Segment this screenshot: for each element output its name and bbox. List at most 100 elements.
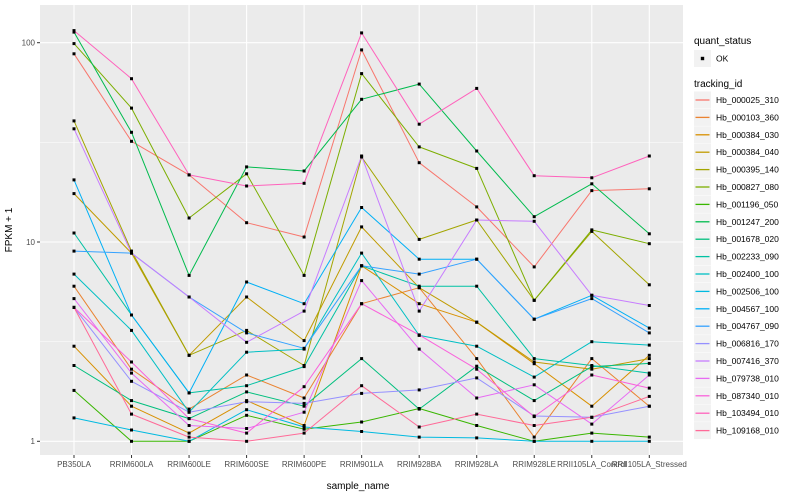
data-point bbox=[72, 284, 76, 288]
data-point bbox=[245, 340, 249, 344]
data-point bbox=[360, 251, 364, 255]
data-point bbox=[475, 344, 479, 348]
data-point bbox=[130, 313, 133, 317]
data-point bbox=[475, 320, 479, 324]
legend-item-label: Hb_000384_040 bbox=[716, 147, 779, 157]
data-point bbox=[647, 439, 651, 443]
data-point bbox=[360, 384, 364, 388]
data-point bbox=[130, 360, 133, 364]
data-point bbox=[302, 385, 306, 389]
legend-tracking-id-title: tracking_id bbox=[694, 79, 742, 90]
data-point bbox=[417, 435, 421, 439]
y-axis-title: FPKM + 1 bbox=[4, 207, 15, 252]
data-point bbox=[590, 364, 594, 367]
data-point bbox=[475, 376, 479, 380]
data-point bbox=[245, 350, 249, 354]
data-point bbox=[590, 340, 594, 344]
data-point bbox=[647, 371, 651, 375]
data-point bbox=[187, 410, 191, 414]
legend-item: Hb_103494_010 bbox=[694, 404, 779, 422]
data-point bbox=[417, 145, 421, 149]
data-point bbox=[187, 417, 191, 421]
data-point bbox=[130, 399, 133, 403]
data-point bbox=[532, 439, 536, 443]
data-point bbox=[187, 273, 191, 277]
data-point bbox=[72, 272, 76, 276]
legend-item: Hb_000103_360 bbox=[694, 108, 779, 126]
data-point bbox=[532, 357, 536, 361]
data-point bbox=[130, 412, 133, 416]
data-point bbox=[302, 427, 306, 431]
data-point bbox=[245, 384, 249, 388]
legend-item-label: Hb_000025_310 bbox=[716, 95, 779, 105]
legend-item-label: Hb_001247_200 bbox=[716, 217, 779, 227]
data-point bbox=[245, 331, 249, 335]
data-point bbox=[590, 297, 594, 301]
x-tick-label: RRIM600LE bbox=[167, 460, 211, 469]
data-point bbox=[532, 362, 536, 366]
legend-item: Hb_001247_200 bbox=[694, 213, 779, 231]
data-point bbox=[532, 424, 536, 427]
data-point bbox=[130, 439, 133, 443]
data-point bbox=[360, 430, 364, 433]
data-point bbox=[647, 361, 651, 365]
data-point bbox=[475, 364, 479, 368]
data-point bbox=[72, 119, 76, 123]
legend-item: Hb_000395_140 bbox=[694, 161, 779, 179]
data-point bbox=[302, 431, 306, 435]
legend-item: Hb_002233_090 bbox=[694, 248, 779, 266]
data-point bbox=[360, 391, 364, 395]
data-point bbox=[302, 404, 306, 408]
data-point bbox=[590, 293, 594, 297]
data-point bbox=[245, 184, 249, 188]
legend-item: Hb_087340_010 bbox=[694, 387, 779, 405]
data-point bbox=[475, 218, 479, 222]
data-point bbox=[475, 367, 479, 371]
legend-quant-status-title: quant_status bbox=[694, 36, 751, 47]
data-point bbox=[360, 357, 364, 361]
data-point bbox=[360, 279, 364, 283]
data-point bbox=[647, 326, 651, 330]
data-point bbox=[532, 375, 536, 379]
legend-item-label: Hb_002400_100 bbox=[716, 269, 779, 279]
data-point bbox=[417, 161, 421, 165]
data-point bbox=[647, 187, 651, 191]
data-point bbox=[245, 400, 249, 404]
data-point bbox=[72, 388, 76, 392]
data-point bbox=[417, 347, 421, 351]
data-point bbox=[417, 122, 421, 126]
data-point bbox=[590, 182, 594, 186]
data-point bbox=[417, 272, 421, 276]
legend-item-label: Hb_004567_100 bbox=[716, 304, 779, 314]
data-point bbox=[245, 172, 249, 176]
legend-item: Hb_079738_010 bbox=[694, 369, 779, 387]
legend-item: Hb_002506_100 bbox=[694, 282, 779, 300]
data-point bbox=[590, 422, 594, 426]
data-point bbox=[417, 425, 421, 429]
legend-item-label: Hb_007416_370 bbox=[716, 356, 779, 366]
legend-item: Hb_002400_100 bbox=[694, 265, 779, 283]
y-tick-label: 10 bbox=[26, 238, 35, 247]
data-point bbox=[417, 82, 421, 86]
x-tick-label: RRII105LA_Stressed bbox=[612, 460, 687, 469]
data-point bbox=[475, 357, 479, 361]
data-point bbox=[647, 343, 651, 347]
data-point bbox=[245, 413, 249, 417]
data-point bbox=[532, 317, 536, 321]
x-tick-label: RRIM928BA bbox=[397, 460, 442, 469]
data-point bbox=[187, 431, 191, 435]
legend-item-label: Hb_103494_010 bbox=[716, 408, 779, 418]
data-point bbox=[417, 284, 421, 288]
data-point bbox=[130, 428, 133, 432]
data-point bbox=[475, 257, 479, 261]
data-point bbox=[590, 189, 594, 193]
ok-point-icon bbox=[700, 56, 705, 61]
data-point bbox=[647, 357, 651, 361]
data-point bbox=[245, 390, 249, 394]
legend-item: Hb_000827_080 bbox=[694, 178, 779, 196]
data-point bbox=[532, 399, 536, 403]
data-point bbox=[532, 219, 536, 223]
data-point bbox=[417, 333, 421, 337]
legend-item: Hb_000384_040 bbox=[694, 143, 779, 161]
